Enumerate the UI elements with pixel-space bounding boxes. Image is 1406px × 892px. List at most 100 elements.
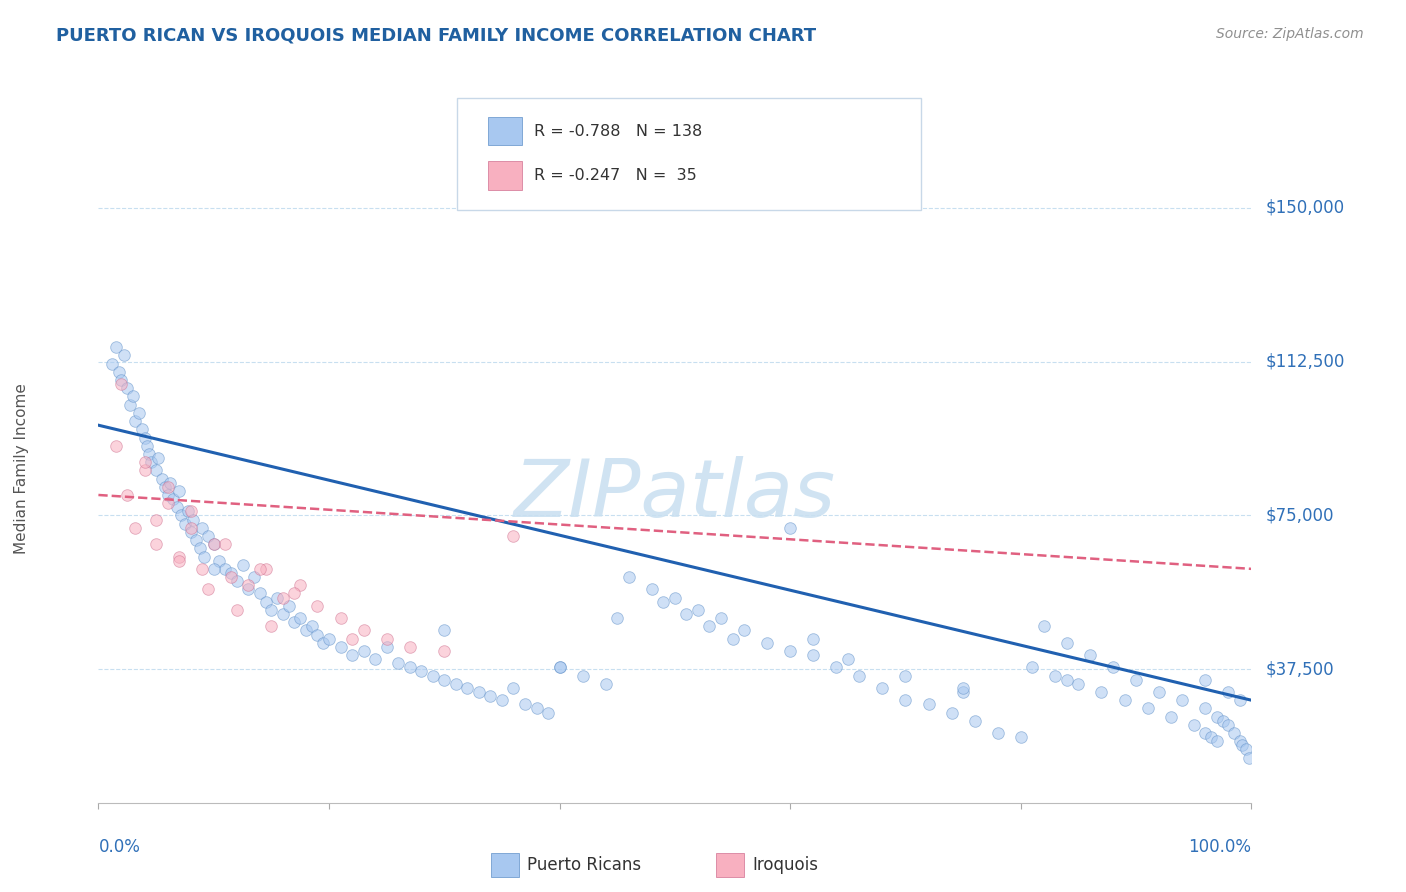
Point: [1136, 701, 1159, 715]
Point: [433, 624, 456, 638]
Text: Median Family Income: Median Family Income: [14, 383, 28, 554]
Point: [155, 480, 177, 494]
Point: [208, 554, 231, 568]
Point: [295, 624, 318, 638]
Point: [513, 698, 536, 712]
Point: [131, 422, 153, 436]
Point: [433, 673, 456, 687]
Point: [756, 636, 779, 650]
Point: [238, 578, 260, 592]
Point: [191, 521, 214, 535]
Point: [606, 611, 628, 625]
Point: [202, 537, 225, 551]
Point: [952, 685, 974, 699]
Point: [1114, 693, 1136, 707]
Text: Puerto Ricans: Puerto Ricans: [527, 856, 641, 874]
Point: [433, 644, 456, 658]
Point: [159, 475, 181, 490]
Text: 100.0%: 100.0%: [1188, 838, 1251, 856]
Point: [1199, 730, 1222, 744]
Point: [167, 483, 190, 498]
Point: [1067, 677, 1090, 691]
Point: [180, 521, 202, 535]
Point: [193, 549, 215, 564]
Point: [197, 529, 219, 543]
Point: [825, 660, 848, 674]
Point: [941, 706, 963, 720]
Point: [779, 644, 801, 658]
Point: [398, 660, 420, 674]
Point: [166, 500, 188, 515]
Point: [271, 607, 294, 621]
Point: [170, 508, 193, 523]
Point: [422, 668, 444, 682]
Point: [1229, 734, 1251, 748]
Point: [387, 657, 409, 671]
Text: $37,500: $37,500: [1265, 660, 1334, 679]
Point: [249, 562, 271, 576]
Point: [141, 455, 163, 469]
Point: [318, 632, 340, 646]
Point: [710, 611, 733, 625]
Point: [1218, 685, 1240, 699]
Point: [202, 537, 225, 551]
Point: [1194, 673, 1216, 687]
Point: [491, 693, 513, 707]
Point: [1056, 636, 1078, 650]
Point: [329, 640, 352, 654]
Point: [225, 574, 247, 589]
Point: [1021, 660, 1043, 674]
Point: [177, 504, 200, 518]
Point: [1218, 718, 1240, 732]
Point: [502, 529, 524, 543]
Point: [167, 554, 190, 568]
Point: [502, 681, 524, 695]
Point: [917, 698, 939, 712]
Point: [134, 463, 156, 477]
Point: [664, 591, 686, 605]
Point: [1045, 668, 1067, 682]
Point: [156, 480, 179, 494]
Point: [254, 595, 277, 609]
Text: $150,000: $150,000: [1265, 199, 1344, 217]
Point: [110, 373, 132, 387]
Point: [1194, 726, 1216, 740]
Point: [444, 677, 467, 691]
Point: [150, 472, 173, 486]
Point: [117, 381, 138, 395]
Point: [180, 524, 202, 539]
Point: [101, 357, 124, 371]
Point: [1182, 718, 1205, 732]
Point: [266, 591, 288, 605]
Point: [202, 562, 225, 576]
Point: [1171, 693, 1194, 707]
Point: [124, 414, 146, 428]
Point: [364, 652, 387, 666]
Point: [801, 632, 824, 646]
Point: [1237, 750, 1260, 764]
Point: [283, 615, 305, 630]
Text: 0.0%: 0.0%: [98, 838, 141, 856]
Point: [243, 570, 266, 584]
Point: [214, 562, 236, 576]
Point: [1211, 714, 1234, 728]
Point: [181, 513, 204, 527]
Point: [848, 668, 870, 682]
Point: [307, 627, 329, 641]
Point: [963, 714, 986, 728]
Point: [1229, 693, 1251, 707]
Point: [1010, 730, 1032, 744]
Point: [191, 562, 214, 576]
Point: [135, 439, 157, 453]
Point: [134, 430, 156, 444]
Point: [548, 660, 571, 674]
Point: [110, 377, 132, 392]
Point: [571, 668, 593, 682]
Point: [329, 611, 352, 625]
Point: [122, 389, 145, 403]
Point: [277, 599, 299, 613]
Point: [290, 611, 312, 625]
Point: [260, 603, 283, 617]
Point: [156, 496, 179, 510]
Point: [112, 348, 135, 362]
